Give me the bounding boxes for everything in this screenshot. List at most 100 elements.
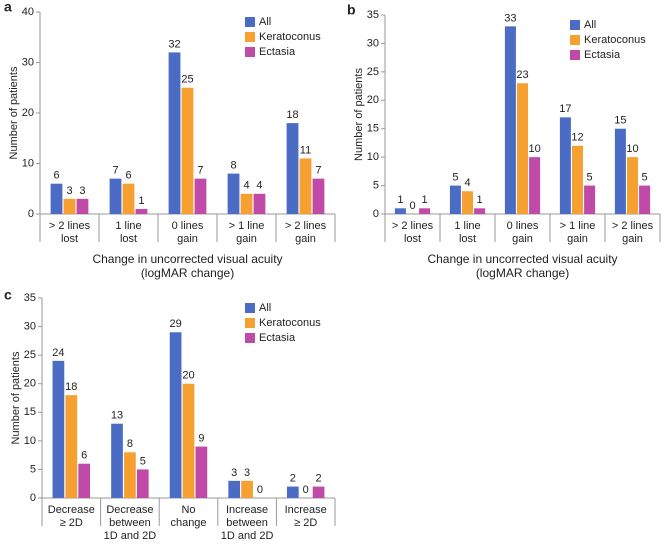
- legend-label: Ectasia: [584, 49, 621, 61]
- bar: [299, 158, 312, 214]
- x-tick-label: gain: [295, 233, 316, 245]
- bar: [194, 178, 207, 214]
- y-tick-label: 30: [22, 56, 34, 68]
- y-tick-label: 20: [24, 378, 36, 390]
- x-tick-label: > 2 lines: [392, 220, 434, 232]
- legend-label: Keratoconus: [584, 34, 646, 46]
- value-label: 18: [286, 109, 298, 121]
- legend-swatch: [245, 318, 255, 328]
- bar: [419, 208, 431, 214]
- bar: [639, 185, 651, 214]
- bar: [181, 87, 194, 214]
- legend-label: All: [584, 19, 596, 31]
- x-axis-label: (logMAR change): [141, 266, 234, 280]
- legend-swatch: [570, 35, 580, 45]
- value-label: 5: [140, 455, 146, 467]
- value-label: 2: [316, 472, 322, 484]
- value-label: 11: [300, 144, 311, 156]
- x-tick-label: 1 line: [115, 220, 141, 232]
- y-tick-label: 5: [30, 463, 36, 475]
- value-label: 4: [243, 180, 249, 192]
- value-label: 0: [303, 484, 309, 496]
- bar: [111, 423, 123, 498]
- legend-swatch: [570, 50, 580, 60]
- bar: [135, 208, 148, 214]
- bar: [312, 178, 325, 214]
- y-tick-label: 25: [24, 349, 36, 361]
- y-axis-label: Number of patients: [8, 66, 20, 159]
- value-label: 1: [138, 195, 144, 207]
- y-axis-label: Number of patients: [353, 68, 365, 161]
- x-tick-label: ≥ 2D: [60, 517, 83, 529]
- legend-label: Ectasia: [259, 46, 296, 58]
- bar: [52, 360, 65, 498]
- y-tick-label: 25: [367, 66, 379, 78]
- panel-label: b: [347, 2, 356, 18]
- panel-label: a: [4, 0, 12, 15]
- value-label: 15: [614, 115, 626, 127]
- x-tick-label: 1 line: [454, 220, 480, 232]
- value-label: 10: [528, 143, 540, 155]
- bar: [312, 486, 325, 498]
- bar: [122, 183, 135, 214]
- x-tick-label: lost: [404, 233, 421, 245]
- x-tick-label: gain: [177, 233, 198, 245]
- bar: [462, 191, 473, 214]
- x-tick-label: > 2 lines: [49, 220, 91, 232]
- value-label: 0: [257, 484, 263, 496]
- legend-label: Ectasia: [259, 332, 296, 344]
- x-axis-label: (logMAR change): [476, 266, 569, 280]
- y-tick-label: 40: [22, 6, 34, 18]
- legend-swatch: [245, 303, 255, 313]
- value-label: 0: [409, 200, 415, 212]
- legend-swatch: [570, 20, 580, 30]
- value-label: 4: [256, 180, 262, 192]
- bar: [517, 83, 528, 214]
- value-label: 33: [504, 12, 516, 24]
- legend-label: All: [259, 16, 271, 28]
- bar: [240, 193, 253, 214]
- y-tick-label: 30: [367, 37, 379, 49]
- legend-swatch: [245, 17, 255, 27]
- value-label: 1: [422, 194, 428, 206]
- bar: [168, 52, 181, 215]
- value-label: 3: [79, 185, 85, 197]
- x-tick-label: Decrease: [48, 504, 95, 516]
- legend-label: Keratoconus: [259, 317, 321, 329]
- x-tick-label: gain: [236, 233, 257, 245]
- bar: [228, 480, 241, 498]
- value-label: 25: [181, 74, 193, 86]
- value-label: 10: [626, 143, 638, 155]
- x-tick-label: No: [181, 504, 195, 516]
- bar: [627, 157, 638, 214]
- bar: [286, 486, 299, 498]
- value-label: 6: [53, 170, 59, 182]
- bar: [63, 198, 76, 214]
- value-label: 9: [198, 432, 204, 444]
- x-tick-label: 0 lines: [172, 220, 204, 232]
- value-label: 18: [65, 381, 77, 393]
- bar: [529, 157, 541, 214]
- bar: [614, 128, 626, 214]
- x-axis-label: Change in uncorrected visual acuity: [427, 252, 617, 266]
- value-label: 1: [397, 194, 403, 206]
- y-tick-label: 10: [22, 157, 34, 169]
- bar: [227, 173, 240, 214]
- x-tick-label: lost: [61, 233, 78, 245]
- bar: [572, 145, 583, 214]
- value-label: 7: [197, 165, 203, 177]
- y-tick-label: 35: [24, 292, 36, 304]
- x-tick-label: lost: [120, 233, 137, 245]
- bar: [65, 395, 78, 498]
- y-tick-label: 0: [373, 208, 379, 220]
- x-tick-label: gain: [622, 233, 643, 245]
- bar: [286, 123, 299, 214]
- value-label: 32: [168, 38, 180, 50]
- x-tick-label: > 2 lines: [285, 220, 327, 232]
- legend-swatch: [245, 32, 255, 42]
- bar: [449, 185, 461, 214]
- value-label: 5: [642, 171, 648, 183]
- bar: [78, 463, 91, 498]
- y-tick-label: 10: [24, 435, 36, 447]
- value-label: 3: [66, 185, 72, 197]
